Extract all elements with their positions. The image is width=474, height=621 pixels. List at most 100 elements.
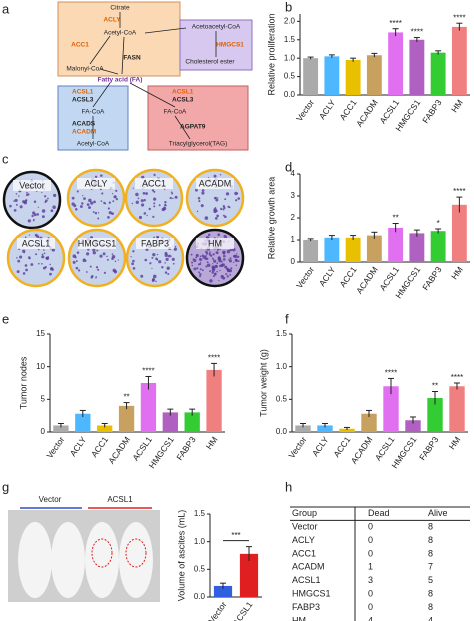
significance: **	[393, 214, 399, 223]
colony	[135, 200, 139, 204]
colony	[107, 216, 110, 219]
bar	[451, 204, 467, 262]
table: Group Dead Alive Vector 0 8 ACLY 0 8 ACC1 0 8 ACADM 1…	[290, 506, 470, 621]
colony	[218, 259, 222, 263]
colony	[113, 270, 118, 274]
y-tick-label: 1.0	[276, 362, 288, 371]
colony	[114, 196, 117, 198]
colony	[112, 200, 115, 203]
bar	[206, 369, 222, 432]
colony	[209, 270, 212, 273]
bar	[295, 425, 311, 432]
colony	[222, 214, 225, 217]
colony	[235, 264, 238, 266]
colony	[236, 253, 238, 255]
colony	[145, 192, 148, 195]
colony	[225, 192, 230, 196]
colony	[37, 206, 39, 208]
significance: ***	[231, 531, 240, 540]
colony	[212, 253, 215, 256]
colony	[106, 258, 109, 261]
colony	[213, 209, 217, 214]
colony	[151, 267, 153, 270]
colony	[144, 258, 148, 262]
colony	[164, 271, 168, 274]
colony	[172, 197, 174, 200]
bar	[97, 425, 113, 432]
colony	[53, 193, 57, 198]
bar	[184, 412, 200, 432]
y-tick-label: 15	[36, 329, 45, 338]
colony	[25, 193, 29, 197]
bar	[339, 428, 355, 432]
colony	[152, 253, 156, 257]
colony	[236, 192, 239, 195]
colony	[90, 201, 94, 205]
bar	[303, 240, 319, 262]
colony	[216, 214, 219, 218]
plate-label: ACLY	[85, 178, 108, 188]
x-tick-label: Vector	[44, 435, 66, 461]
bar	[303, 58, 319, 95]
colony	[45, 199, 48, 202]
colony	[225, 273, 228, 276]
x-tick-label: HM	[449, 265, 465, 282]
colony	[41, 253, 44, 256]
colony	[36, 213, 40, 216]
colony	[45, 256, 50, 260]
box	[147, 85, 249, 151]
x-tick-label: ACC1	[337, 97, 358, 122]
colony	[205, 255, 207, 257]
colony	[236, 255, 240, 259]
colony	[146, 214, 148, 217]
colony	[100, 174, 103, 177]
table-cell: 0	[368, 521, 373, 531]
panel-label: g	[2, 479, 9, 494]
colony	[228, 206, 230, 208]
table-cell: 8	[428, 548, 433, 558]
colony	[161, 266, 164, 269]
enzyme: ACSL3	[72, 97, 94, 104]
node: Triacylglycerol(TAG)	[169, 141, 228, 148]
plate-label-bg	[196, 178, 234, 189]
colony	[43, 249, 45, 251]
colony	[33, 200, 37, 203]
colony	[222, 258, 226, 261]
colony	[229, 274, 232, 276]
colony	[193, 267, 197, 271]
colony	[197, 263, 200, 266]
plate-label-bg	[77, 178, 115, 189]
colony	[158, 260, 162, 264]
colony	[219, 174, 222, 176]
y-tick-label: 1.0	[284, 53, 296, 62]
colony	[97, 217, 100, 220]
colony	[235, 199, 238, 202]
colony	[226, 275, 229, 278]
colony	[41, 262, 43, 265]
colony	[17, 259, 21, 263]
colony	[199, 255, 202, 258]
colony	[217, 256, 221, 260]
colony	[82, 195, 84, 197]
colony	[49, 263, 51, 266]
colony	[169, 196, 172, 200]
x-tick-label: FABP3	[417, 434, 441, 462]
y-tick-label: 10	[36, 362, 45, 371]
significance: ****	[142, 367, 154, 376]
colony	[221, 275, 224, 277]
enzyme: FASN	[123, 55, 141, 62]
colony	[214, 206, 217, 209]
table-header: Alive	[428, 508, 448, 518]
colony	[214, 264, 218, 269]
colony	[15, 203, 18, 206]
table-cell: ACLY	[292, 535, 315, 545]
colony	[137, 197, 140, 200]
y-tick-label: 2	[291, 213, 296, 222]
panel-label: e	[2, 311, 9, 326]
table-cell: 8	[428, 602, 433, 612]
x-tick-label: ACSL1	[231, 599, 255, 621]
colony	[218, 279, 220, 282]
colony	[196, 210, 199, 213]
table-cell: 3	[368, 575, 373, 585]
colony	[19, 205, 23, 209]
